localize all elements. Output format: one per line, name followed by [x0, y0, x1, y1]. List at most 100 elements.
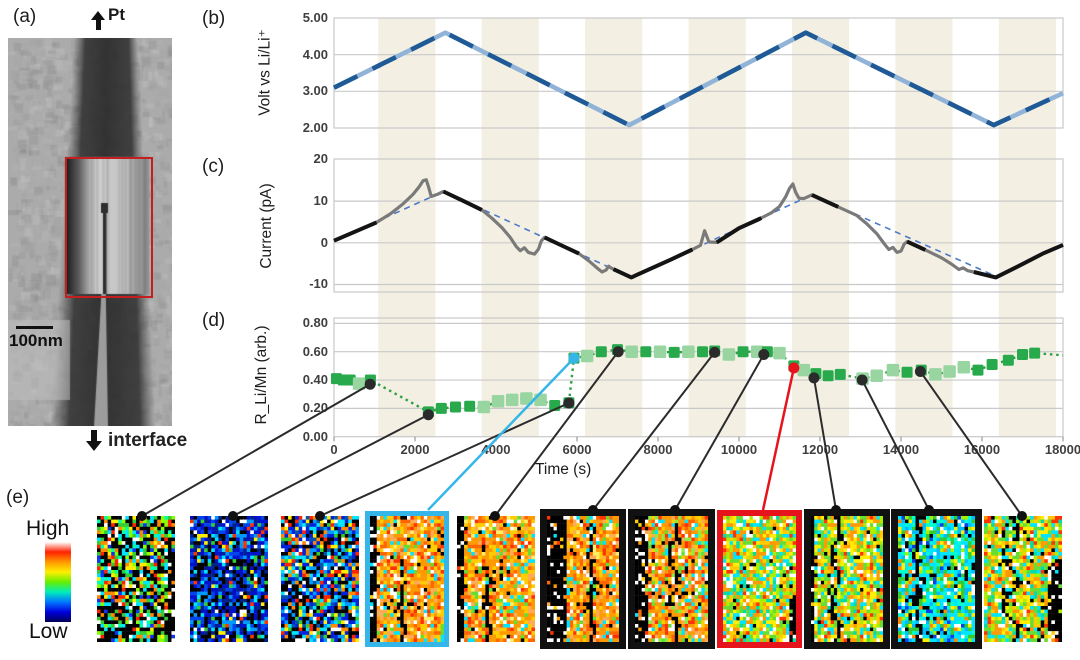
ratio-marker: [834, 368, 846, 380]
ratio-marker: [722, 348, 736, 361]
ratio-marker: [1002, 354, 1014, 366]
ratio-marker: [491, 395, 505, 408]
ratio-marker: [788, 360, 800, 372]
eds-map-canvas: [984, 516, 1062, 642]
panel-b-label: (b): [202, 8, 226, 29]
shaded-band: [688, 18, 746, 437]
shaded-band: [791, 18, 850, 437]
current-line-black: [906, 239, 927, 252]
ratio-marker: [929, 368, 942, 381]
eds-map-10: [891, 509, 982, 649]
eds-map-9: [804, 509, 890, 649]
ratio-ytick: 0.60: [302, 343, 328, 359]
time-axis-title: Time (s): [535, 461, 592, 478]
ratio-marker: [422, 406, 434, 418]
ratio-marker: [435, 402, 447, 414]
panel-a-label: (a): [13, 6, 37, 27]
current-ytick: 20: [313, 151, 328, 167]
current-line-black: [612, 247, 694, 280]
voltage-ytick: 3.00: [302, 83, 328, 99]
ratio-marker: [505, 393, 519, 407]
callout-dot-black: [914, 366, 926, 378]
callout-dot-black: [612, 346, 624, 358]
callout-dot-black: [709, 346, 721, 358]
ratio-marker: [580, 349, 594, 363]
time-xtick: 8000: [643, 442, 673, 457]
voltage-ytick: 4.00: [302, 46, 328, 62]
callout-line-black: [674, 354, 765, 511]
callout-dot-black: [364, 378, 376, 390]
plot-frame: [333, 158, 1064, 293]
scale-bar-label: 100nm: [9, 331, 63, 350]
ratio-marker: [972, 364, 984, 376]
interface-annotation: interface: [86, 430, 187, 452]
eds-map-5: [457, 516, 535, 642]
ratio-marker: [568, 352, 580, 364]
ratio-marker: [612, 344, 623, 356]
voltage-line: [332, 30, 1064, 128]
panel-c-label: (c): [202, 156, 225, 177]
down-arrow-icon: [86, 430, 102, 451]
current-raw-gray: [333, 178, 1064, 279]
ratio-marker: [822, 370, 834, 382]
ratio-marker: [761, 346, 773, 358]
ratio-marker: [1029, 347, 1041, 359]
ratio-marker: [797, 363, 811, 377]
current-line-black: [811, 193, 840, 209]
ratio-marker: [943, 365, 956, 378]
ratio-marker: [870, 369, 883, 383]
ratio-marker: [957, 361, 971, 374]
colorbar: [45, 542, 71, 622]
panel-d-label: (d): [202, 310, 226, 331]
current-baseline-dashed: [333, 190, 1064, 279]
ratio-marker: [549, 400, 561, 412]
ratio-marker: [653, 345, 667, 358]
ratio-marker: [697, 346, 709, 358]
time-xtick: 18000: [1044, 442, 1080, 457]
ratio-ytick: 0.20: [302, 400, 328, 416]
time-xtick: 12000: [801, 442, 839, 457]
ratio-marker: [668, 346, 680, 358]
callout-line-black: [494, 351, 619, 517]
plot-frame: [333, 17, 1064, 129]
shaded-band: [481, 18, 539, 437]
ratio-marker: [709, 345, 721, 357]
callout-dot-red: [788, 362, 800, 374]
shaded-band: [895, 18, 953, 437]
eds-map-2: [190, 516, 268, 642]
current-line-black: [973, 243, 1064, 280]
plot-frame: [333, 317, 1064, 438]
ratio-marker: [450, 401, 461, 413]
ratio-marker: [595, 346, 607, 358]
shaded-band: [378, 18, 436, 437]
eds-map-canvas: [811, 516, 883, 642]
voltage-ytick: 2.00: [302, 120, 328, 135]
eds-map-canvas: [898, 516, 975, 642]
ratio-marker: [773, 346, 786, 360]
ratio-marker: [856, 372, 869, 385]
ratio-marker: [750, 345, 764, 358]
eds-map-1: [97, 516, 175, 642]
eds-map-canvas: [635, 516, 708, 642]
tem-inset-highlight-box: [65, 157, 153, 298]
current-line-black: [715, 216, 763, 245]
time-xtick: 2000: [400, 442, 430, 457]
current-ytick: -10: [309, 276, 328, 292]
callout-dot-black: [808, 372, 820, 384]
ratio-marker: [737, 346, 749, 358]
ratio-marker: [337, 374, 349, 386]
ratio-marker: [477, 400, 491, 414]
callout-line-red: [761, 367, 796, 511]
callout-dot-black: [758, 349, 770, 361]
eds-map-8: [717, 510, 802, 648]
ratio-marker: [901, 366, 913, 378]
time-xtick: 0: [330, 442, 338, 457]
ratio-marker: [344, 374, 356, 386]
shaded-band: [585, 18, 643, 437]
time-xtick: 14000: [882, 442, 920, 457]
eds-map-canvas: [281, 516, 359, 642]
ratio-marker: [330, 373, 342, 385]
time-xtick: 6000: [562, 442, 592, 457]
current-line-black: [442, 189, 483, 212]
current-ytick: 0: [320, 234, 328, 250]
